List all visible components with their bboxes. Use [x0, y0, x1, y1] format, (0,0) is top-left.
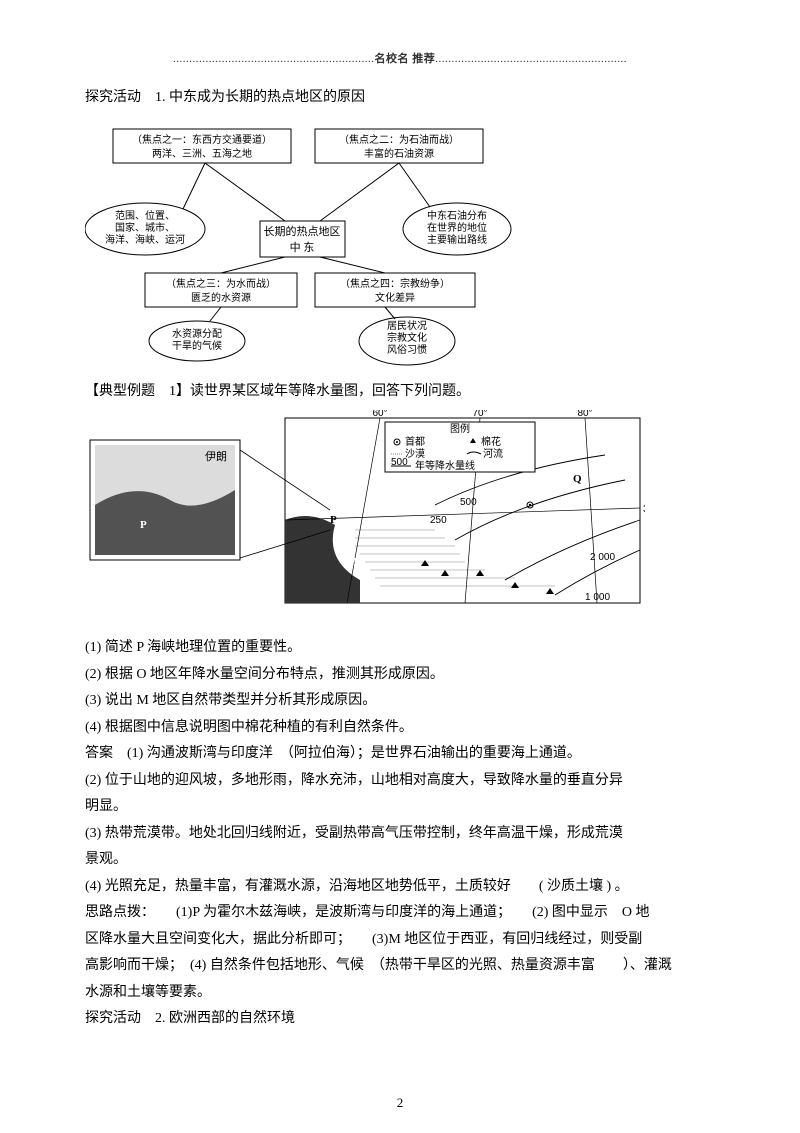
map-iso-0: 250	[430, 515, 447, 526]
tips-line1: 思路点拨： (1)P 为霍尔木兹海峡，是波斯湾与印度洋的海上通道； (2) 图中…	[85, 901, 715, 926]
map-inset: 伊朗 P	[90, 440, 240, 560]
a4: (4) 光照充足，热量丰富，有灌溉水源，沿海地区地势低平，土质较好 ( 沙质土壤…	[85, 875, 715, 900]
diagram-bro-l1: 居民状况	[387, 319, 427, 332]
legend-iso: 年等降水量线	[415, 459, 475, 472]
t1c: 高影响而干燥； (4) 自然条件包括地形、气候 （热带干旱区的光照、热量资源丰富…	[85, 954, 715, 979]
tips-label: 思路点拨：	[85, 905, 148, 920]
legend-iso-val: 500	[391, 457, 408, 468]
ans-label: 答案	[85, 746, 113, 761]
map-Q: Q	[573, 473, 582, 485]
legend-title: 图例	[450, 422, 470, 435]
diagram-tr-l2: 丰富的石油资源	[364, 147, 434, 160]
diagram-bl-l2: 匮乏的水资源	[191, 291, 251, 304]
a2a: (2) 位于山地的迎风坡，多地形雨，降水充沛，山地相对高度大，导致降水量的垂直分…	[85, 769, 715, 794]
map-iran-label: 伊朗	[205, 450, 227, 463]
map-figure: 伊朗 P	[85, 410, 715, 610]
map-lon-0: 60°	[372, 410, 387, 419]
page: ........................................…	[0, 0, 800, 1133]
map-main: 图例 首都 棉花 沙漠 河流 500 年等降水量线 P	[285, 410, 645, 603]
diagram-tl-l1: （焦点之一：东西方交通要道）	[132, 133, 272, 146]
a2b: 明显。	[85, 795, 715, 820]
diagram-lo-l1: 范围、位置、	[115, 209, 175, 222]
diagram-ro-l3: 主要输出路线	[427, 233, 487, 246]
q2: (2) 根据 O 地区年降水量空间分布特点，推测其形成原因。	[85, 663, 715, 688]
map-P: P	[330, 514, 337, 526]
diagram-br-l2: 文化差异	[375, 291, 415, 304]
map-M: M	[347, 556, 358, 568]
q1: (1) 简述 P 海峡地理位置的重要性。	[85, 636, 715, 661]
map-iso-2: 1 000	[585, 592, 610, 603]
map-lon-1: 70°	[472, 410, 487, 419]
section1-title: 探究活动 1. 中东成为长期的热点地区的原因	[85, 86, 715, 111]
map-lon-2: 80°	[577, 410, 592, 419]
header-dots-right: ........................................…	[435, 53, 627, 65]
diagram-br-l1: （焦点之四：宗教纷争）	[340, 277, 450, 290]
map-P-inset: P	[140, 519, 147, 531]
diagram-blo-l1: 水资源分配	[172, 327, 222, 340]
diagram-ro-l2: 在世界的地位	[427, 221, 487, 234]
concept-diagram: 长期的热点地区 中 东 （焦点之一：东西方交通要道） 两洋、三洲、五海之地 （焦…	[85, 121, 715, 366]
page-number: 2	[0, 1095, 800, 1111]
a3a: (3) 热带荒漠带。地处北回归线附近，受副热带高气压带控制，终年高温干燥，形成荒…	[85, 822, 715, 847]
t1d: 水源和土壤等要素。	[85, 981, 715, 1006]
section2-title: 探究活动 2. 欧洲西部的自然环境	[85, 1007, 715, 1032]
map-iso-1: 500	[460, 497, 477, 508]
example-intro: 【典型例题 1】读世界某区域年等降水量图，回答下列问题。	[85, 380, 715, 405]
header-line: ........................................…	[85, 50, 715, 66]
diagram-bro-l3: 风俗习惯	[387, 343, 427, 356]
diagram-bro-l2: 宗教文化	[387, 331, 427, 344]
t1b: 区降水量大且空间变化大，据此分析即可； (3)M 地区位于西亚，有回归线经过，则…	[85, 928, 715, 953]
body: 探究活动 1. 中东成为长期的热点地区的原因	[85, 86, 715, 1032]
t1a: (1)P 为霍尔木兹海峡，是波斯湾与印度洋的海上通道； (2) 图中显示 O 地	[148, 905, 650, 920]
legend-river: 河流	[483, 447, 503, 460]
q3: (3) 说出 M 地区自然带类型并分析其形成原因。	[85, 689, 715, 714]
a3b: 景观。	[85, 848, 715, 873]
header-label: 名校名 推荐	[375, 53, 436, 65]
map-lat: 30°	[643, 504, 645, 515]
map-iso-3: 2 000	[590, 552, 615, 563]
map-legend: 图例 首都 棉花 沙漠 河流 500 年等降水量线	[385, 422, 535, 472]
diagram-lo-l3: 海洋、海峡、运河	[105, 233, 185, 246]
diagram-lo-l2: 国家、城市、	[115, 221, 175, 234]
legend-cotton: 棉花	[481, 435, 501, 448]
diagram-blo-l2: 干旱的气候	[172, 339, 222, 352]
header-dots-left: ........................................…	[173, 53, 375, 65]
a1: (1) 沟通波斯湾与印度洋 （阿拉伯海）；是世界石油输出的重要海上通道。	[113, 746, 581, 761]
diagram-tr-l1: （焦点之二：为石油而战）	[339, 133, 459, 146]
answer-line1: 答案 (1) 沟通波斯湾与印度洋 （阿拉伯海）；是世界石油输出的重要海上通道。	[85, 742, 715, 767]
legend-capital: 首都	[405, 435, 425, 448]
diagram-center-bottom: 中 东	[290, 241, 315, 254]
diagram-bl-l1: （焦点之三：为水而战）	[166, 277, 276, 290]
q4: (4) 根据图中信息说明图中棉花种植的有利自然条件。	[85, 716, 715, 741]
diagram-ro-l1: 中东石油分布	[427, 209, 487, 222]
legend-desert: 沙漠	[405, 448, 425, 460]
diagram-center-top: 长期的热点地区	[264, 224, 341, 238]
diagram-tl-l2: 两洋、三洲、五海之地	[152, 147, 252, 160]
